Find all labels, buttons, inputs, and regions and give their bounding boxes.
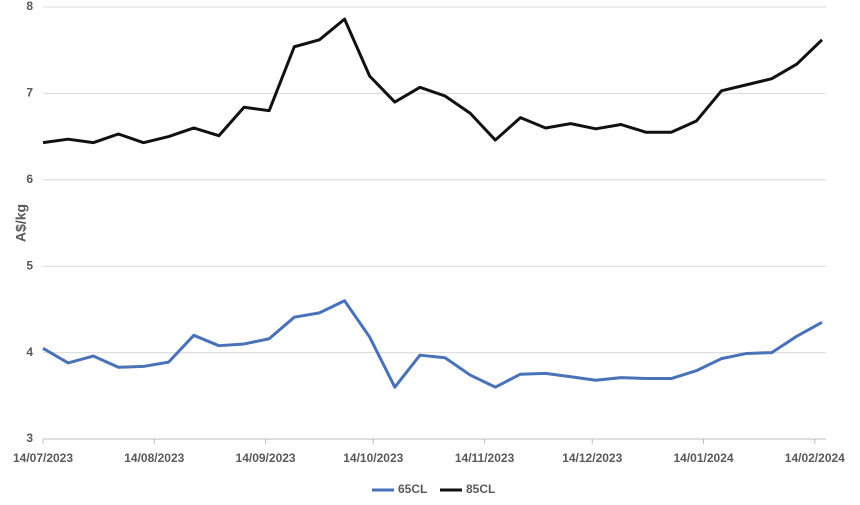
y-tick-label: 7 [26, 86, 33, 100]
series-line [42, 17, 824, 145]
x-tick-label: 14/11/2023 [455, 451, 515, 465]
x-tick-label: 14/09/2023 [236, 451, 296, 465]
x-tick-label: 14/10/2023 [343, 451, 403, 465]
x-tick-label: 14/01/2024 [674, 451, 734, 465]
y-tick-label: 3 [26, 431, 33, 445]
legend-label: 85CL [466, 482, 495, 496]
x-tick-label: 14/08/2023 [124, 451, 184, 465]
y-tick-label: 4 [26, 345, 33, 359]
x-tick-label: 14/07/2023 [13, 451, 73, 465]
series-line [42, 299, 823, 389]
y-tick-label: 6 [26, 172, 33, 186]
x-tick-label: 14/12/2023 [562, 451, 622, 465]
y-tick-label: 5 [26, 258, 33, 272]
legend-label: 65CL [398, 482, 427, 496]
x-tick-label: 14/02/2024 [785, 451, 845, 465]
y-tick-label: 8 [26, 0, 33, 13]
y-axis-label: A$/kg [13, 204, 29, 242]
